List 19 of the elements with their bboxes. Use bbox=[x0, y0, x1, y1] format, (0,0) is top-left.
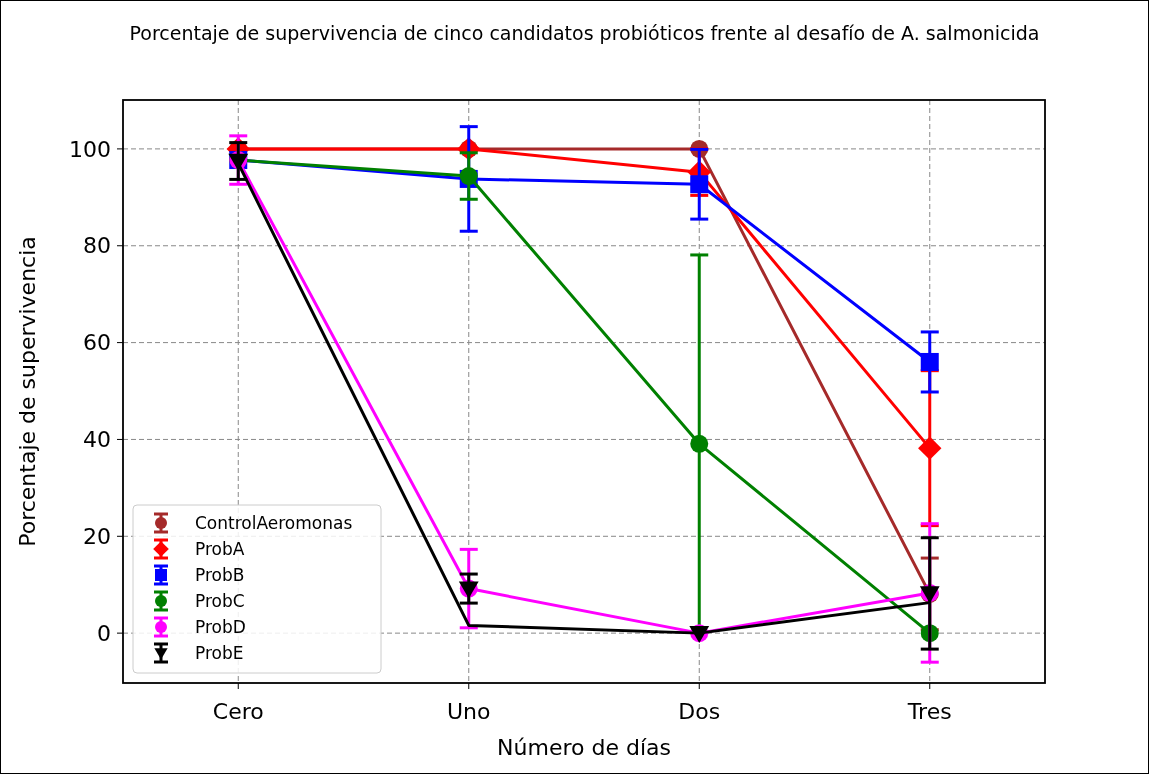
x-tick-label: Dos bbox=[678, 699, 721, 724]
y-tick-label: 0 bbox=[97, 620, 111, 646]
legend-label: ProbC bbox=[195, 590, 245, 611]
x-tick-label: Cero bbox=[212, 699, 264, 724]
y-tick-label: 60 bbox=[83, 330, 111, 356]
y-tick-label: 100 bbox=[69, 136, 111, 162]
legend-label: ProbA bbox=[195, 538, 245, 559]
x-tick-label: Uno bbox=[446, 699, 491, 724]
chart-title: Porcentaje de supervivencia de cinco candidatos probióticos frente al desafío de A. salmonicida bbox=[129, 22, 1040, 44]
legend-label: ProbE bbox=[195, 642, 244, 663]
y-tick-label: 40 bbox=[83, 427, 111, 453]
y-tick-label: 80 bbox=[83, 233, 111, 259]
x-axis-title: Número de días bbox=[497, 735, 671, 760]
legend-label: ControlAeromonas bbox=[195, 512, 353, 533]
y-axis-title: Porcentaje de supervivencia bbox=[15, 236, 40, 547]
legend-label: ProbD bbox=[195, 616, 246, 637]
legend-label: ProbB bbox=[195, 564, 245, 585]
x-tick-label: Tres bbox=[906, 699, 952, 724]
y-tick-label: 20 bbox=[83, 523, 111, 549]
